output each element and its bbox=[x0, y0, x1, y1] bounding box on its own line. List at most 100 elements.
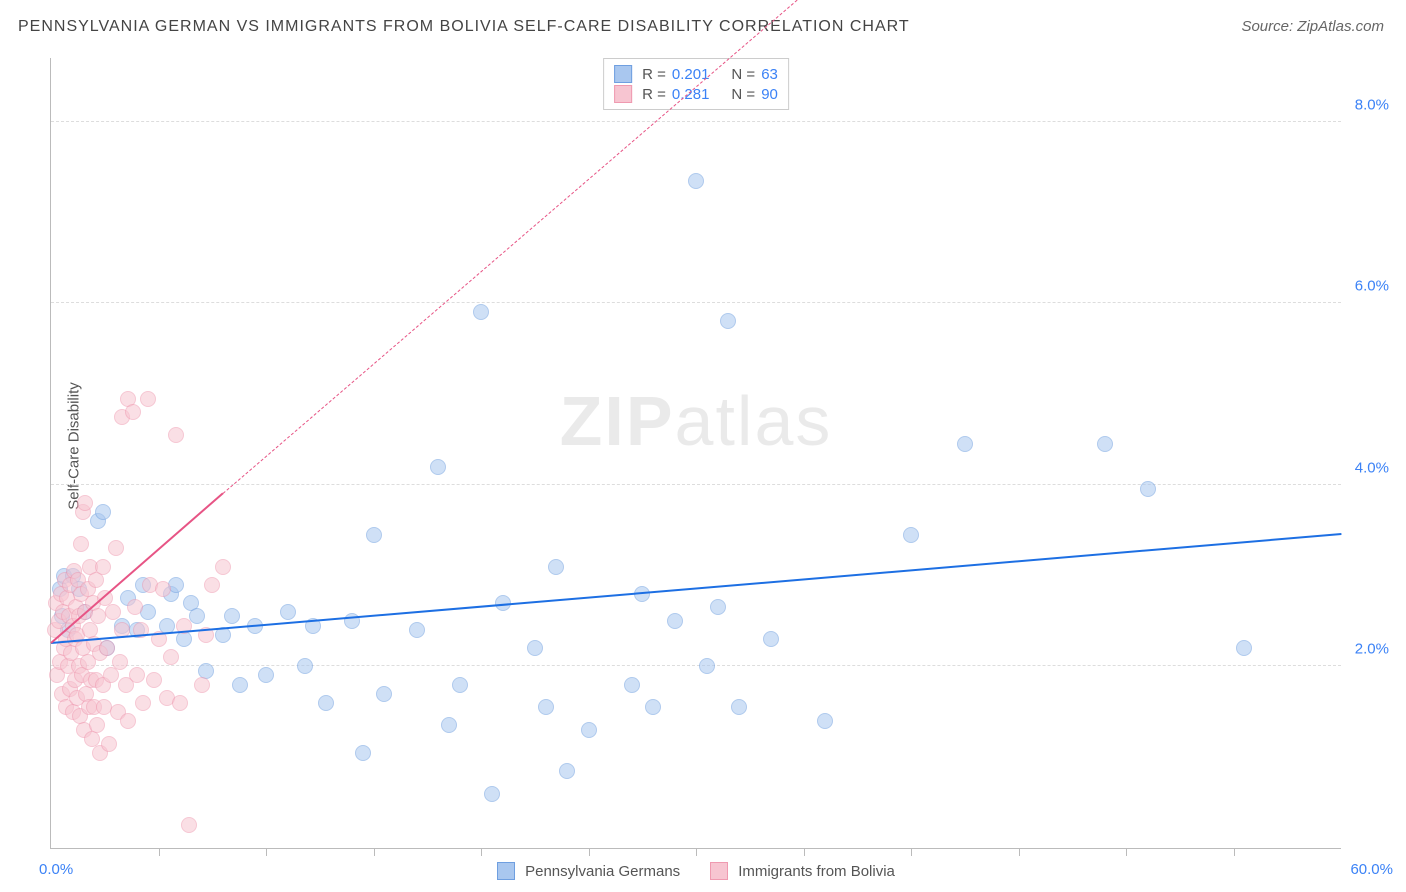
data-point bbox=[376, 686, 392, 702]
legend-n-value: 90 bbox=[761, 86, 778, 103]
data-point bbox=[204, 577, 220, 593]
x-tick bbox=[1019, 848, 1020, 856]
data-point bbox=[125, 404, 141, 420]
data-point bbox=[127, 599, 143, 615]
data-point bbox=[140, 391, 156, 407]
x-tick bbox=[696, 848, 697, 856]
x-tick bbox=[374, 848, 375, 856]
y-tick-label: 6.0% bbox=[1355, 278, 1389, 295]
data-point bbox=[1097, 436, 1113, 452]
data-point bbox=[581, 722, 597, 738]
data-point bbox=[77, 495, 93, 511]
y-tick-label: 8.0% bbox=[1355, 96, 1389, 113]
y-tick-label: 2.0% bbox=[1355, 641, 1389, 658]
data-point bbox=[452, 677, 468, 693]
x-tick bbox=[159, 848, 160, 856]
data-point bbox=[731, 699, 747, 715]
legend-n-value: 63 bbox=[761, 66, 778, 83]
data-point bbox=[155, 581, 171, 597]
legend-series-label: Pennsylvania Germans bbox=[525, 863, 680, 880]
correlation-legend: R = 0.201N = 63R = 0.281N = 90 bbox=[603, 58, 789, 110]
data-point bbox=[163, 649, 179, 665]
data-point bbox=[1236, 640, 1252, 656]
data-point bbox=[88, 572, 104, 588]
data-point bbox=[355, 745, 371, 761]
x-tick bbox=[1234, 848, 1235, 856]
data-point bbox=[548, 559, 564, 575]
legend-n-label: N = bbox=[731, 66, 755, 83]
legend-swatch bbox=[710, 862, 728, 880]
data-point bbox=[645, 699, 661, 715]
legend-r-label: R = bbox=[642, 66, 666, 83]
legend-item: Immigrants from Bolivia bbox=[710, 862, 895, 880]
data-point bbox=[297, 658, 313, 674]
data-point bbox=[366, 527, 382, 543]
x-tick bbox=[589, 848, 590, 856]
data-point bbox=[89, 717, 105, 733]
data-point bbox=[667, 613, 683, 629]
data-point bbox=[430, 459, 446, 475]
legend-swatch bbox=[497, 862, 515, 880]
data-point bbox=[720, 313, 736, 329]
data-point bbox=[1140, 481, 1156, 497]
data-point bbox=[146, 672, 162, 688]
x-axis-min-label: 0.0% bbox=[39, 861, 73, 878]
data-point bbox=[473, 304, 489, 320]
data-point bbox=[710, 599, 726, 615]
data-point bbox=[957, 436, 973, 452]
x-tick bbox=[266, 848, 267, 856]
gridline bbox=[51, 121, 1341, 122]
data-point bbox=[108, 540, 124, 556]
data-point bbox=[441, 717, 457, 733]
series-legend: Pennsylvania Germans Immigrants from Boli… bbox=[51, 862, 1341, 880]
data-point bbox=[527, 640, 543, 656]
data-point bbox=[181, 817, 197, 833]
data-point bbox=[120, 713, 136, 729]
data-point bbox=[105, 604, 121, 620]
data-point bbox=[95, 559, 111, 575]
data-point bbox=[101, 736, 117, 752]
data-point bbox=[73, 536, 89, 552]
y-tick-label: 4.0% bbox=[1355, 459, 1389, 476]
gridline bbox=[51, 665, 1341, 666]
data-point bbox=[194, 677, 210, 693]
legend-swatch bbox=[614, 65, 632, 83]
data-point bbox=[903, 527, 919, 543]
data-point bbox=[95, 504, 111, 520]
data-point bbox=[817, 713, 833, 729]
legend-r-label: R = bbox=[642, 86, 666, 103]
legend-r-value: 0.281 bbox=[672, 86, 710, 103]
data-point bbox=[280, 604, 296, 620]
data-point bbox=[258, 667, 274, 683]
x-tick bbox=[804, 848, 805, 856]
data-point bbox=[99, 640, 115, 656]
x-axis-max-label: 60.0% bbox=[1350, 861, 1393, 878]
data-point bbox=[112, 654, 128, 670]
data-point bbox=[176, 631, 192, 647]
scatter-plot: ZIPatlas R = 0.201N = 63R = 0.281N = 90 … bbox=[50, 58, 1341, 849]
data-point bbox=[688, 173, 704, 189]
data-point bbox=[559, 763, 575, 779]
data-point bbox=[624, 677, 640, 693]
data-point bbox=[215, 559, 231, 575]
data-point bbox=[538, 699, 554, 715]
data-point bbox=[135, 695, 151, 711]
x-tick bbox=[481, 848, 482, 856]
trendline bbox=[51, 533, 1341, 644]
data-point bbox=[763, 631, 779, 647]
data-point bbox=[409, 622, 425, 638]
data-point bbox=[699, 658, 715, 674]
legend-swatch bbox=[614, 85, 632, 103]
data-point bbox=[224, 608, 240, 624]
legend-series-label: Immigrants from Bolivia bbox=[738, 863, 895, 880]
data-point bbox=[168, 427, 184, 443]
chart-title: PENNSYLVANIA GERMAN VS IMMIGRANTS FROM B… bbox=[18, 18, 910, 36]
data-point bbox=[129, 667, 145, 683]
data-point bbox=[232, 677, 248, 693]
data-point bbox=[103, 667, 119, 683]
legend-n-label: N = bbox=[731, 86, 755, 103]
legend-row: R = 0.201N = 63 bbox=[614, 65, 778, 83]
data-point bbox=[484, 786, 500, 802]
watermark: ZIPatlas bbox=[560, 381, 833, 461]
data-point bbox=[172, 695, 188, 711]
